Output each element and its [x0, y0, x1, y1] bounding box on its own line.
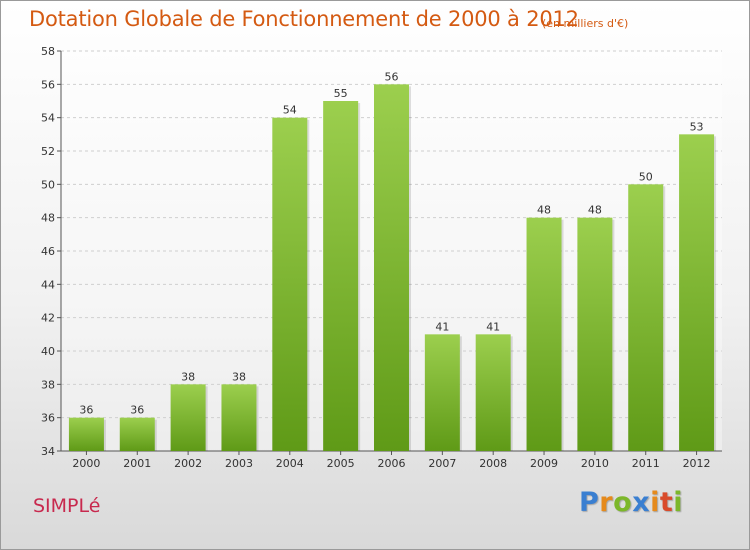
x-tick-label: 2000: [72, 457, 100, 470]
data-label: 54: [283, 104, 297, 117]
y-tick-label: 48: [41, 212, 55, 225]
chart-title: Dotation Globale de Fonctionnement de 20…: [29, 7, 579, 31]
data-label: 55: [334, 87, 348, 100]
proxiti-logo: Proxiti: [579, 487, 683, 518]
data-label: 38: [232, 370, 246, 383]
x-tick-label: 2009: [530, 457, 558, 470]
y-tick-label: 46: [41, 245, 55, 258]
x-tick-label: 2003: [225, 457, 253, 470]
bar: [68, 417, 104, 451]
data-label: 48: [537, 204, 551, 217]
proxiti-logo-letter: i: [650, 487, 660, 518]
x-tick-label: 2010: [581, 457, 609, 470]
proxiti-logo-letter: r: [599, 487, 614, 518]
bar: [475, 334, 511, 451]
chart-subtitle: (en milliers d'€): [542, 17, 629, 30]
bar: [424, 334, 460, 451]
proxiti-logo-letter: t: [659, 487, 674, 518]
bar: [170, 384, 206, 451]
x-tick-label: 2011: [632, 457, 660, 470]
bar: [628, 184, 664, 452]
data-label: 53: [690, 120, 704, 133]
x-tick-label: 2005: [327, 457, 355, 470]
bar: [272, 117, 308, 452]
y-tick-label: 44: [41, 278, 55, 291]
y-tick-label: 50: [41, 178, 55, 191]
data-label: 41: [435, 320, 449, 333]
x-tick-label: 2002: [174, 457, 202, 470]
y-tick-label: 52: [41, 145, 55, 158]
bar: [323, 101, 359, 451]
data-label: 50: [639, 170, 653, 183]
bar: [679, 134, 715, 452]
y-tick-label: 40: [41, 345, 55, 358]
data-label: 36: [79, 404, 93, 417]
proxiti-logo-letter: P: [579, 487, 600, 518]
data-label: 36: [130, 404, 144, 417]
commune-name: SIMPLé: [33, 495, 101, 517]
y-tick-label: 42: [41, 312, 55, 325]
y-tick-label: 34: [41, 445, 55, 458]
data-label: 41: [486, 320, 500, 333]
y-tick-label: 36: [41, 412, 55, 425]
bar: [221, 384, 257, 451]
bar: [577, 217, 613, 451]
y-tick-label: 38: [41, 378, 55, 391]
proxiti-logo-letter: i: [673, 487, 684, 518]
y-tick-label: 58: [41, 45, 55, 58]
y-tick-label: 54: [41, 112, 55, 125]
bar: [374, 84, 409, 451]
y-tick-label: 56: [41, 78, 55, 91]
x-tick-label: 2007: [428, 457, 456, 470]
bar: [119, 417, 155, 451]
proxiti-logo-letter: o: [613, 487, 633, 518]
x-tick-label: 2008: [479, 457, 507, 470]
x-tick-label: 2004: [276, 457, 304, 470]
data-label: 56: [385, 70, 399, 83]
bar: [526, 217, 562, 451]
x-tick-label: 2006: [378, 457, 406, 470]
x-tick-label: 2012: [683, 457, 711, 470]
proxiti-logo-letter: x: [632, 487, 651, 518]
data-label: 48: [588, 204, 602, 217]
data-label: 38: [181, 370, 195, 383]
x-tick-label: 2001: [123, 457, 151, 470]
